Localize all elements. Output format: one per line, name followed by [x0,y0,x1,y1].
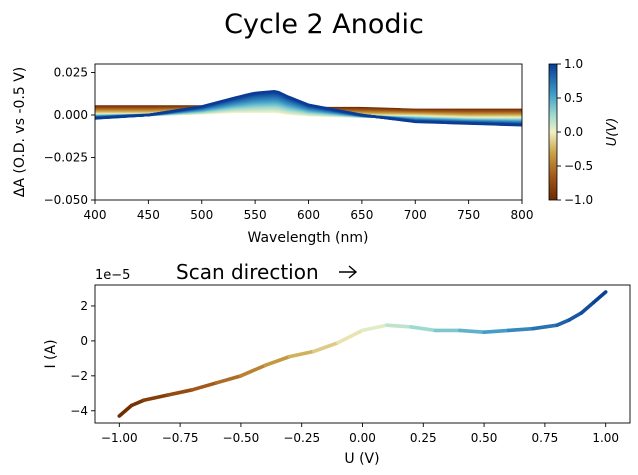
cv-y-offset-text: 1e−5 [95,268,130,283]
cv-x-tick-label: −0.25 [283,431,320,445]
spectra-x-tick-label: 650 [350,208,373,222]
cv-segment [457,328,486,334]
cv-segment [287,349,316,359]
figure-title: Cycle 2 Anodic [224,9,424,40]
cv-frame [94,284,631,424]
cv-segment [239,363,268,378]
cv-x-tick-label: −1.00 [101,431,138,445]
colorbar: −1.0 −0.5 0.0 0.5 1.0 U(V) [548,57,620,207]
spectra-x-tick-label: 500 [190,208,213,222]
cv-segment [129,398,146,408]
spectra-y-ticks: −0.050 −0.025 0.000 0.025 [44,66,95,207]
cv-segment [214,374,243,385]
cv-segment [579,300,596,315]
spectra-y-tick-label: −0.025 [44,151,88,165]
cv-y-tick-label: −2 [70,369,88,383]
colorbar-label: U(V) [605,118,620,147]
cv-segment [190,381,219,392]
cv-x-tick-label: 1.00 [592,431,619,445]
colorbar-tick-label: 0.0 [564,125,583,139]
spectra-panel: 400 450 500 550 600 650 700 750 800 −0.050 −0.025… [12,63,534,246]
spectra-y-tick-label: 0.000 [54,108,88,122]
cv-segment [360,323,389,333]
cv-segment [263,354,292,368]
spectra-frame [94,63,523,201]
cv-segment [141,393,170,403]
spectra-x-axis-label: Wavelength (nm) [248,230,369,246]
spectra-x-tick-label: 600 [297,208,320,222]
cv-y-axis-label: I (A) [43,339,59,368]
spectra-x-tick-label: 700 [404,208,427,222]
cv-y-tick-label: 0 [80,334,88,348]
cv-curve [117,290,608,418]
colorbar-tick-label: −0.5 [564,159,593,173]
cv-segment [385,323,413,329]
cv-segment [482,328,511,334]
spectra-x-tick-label: 400 [84,208,107,222]
cv-x-tick-label: −0.75 [162,431,199,445]
cv-x-axis-label: U (V) [344,451,379,467]
cv-x-tick-label: 0.00 [349,431,376,445]
cv-panel: −1.00 −0.75 −0.50 −0.25 0.00 0.25 0.50 0.75 1.00… [43,260,631,467]
cv-segment [555,318,572,327]
spectra-x-ticks: 400 450 500 550 600 650 700 750 800 [84,200,534,222]
scan-direction-arrow-icon [339,265,358,279]
spectra-x-tick-label: 550 [244,208,267,222]
colorbar-gradient [548,63,558,201]
colorbar-tick-label: 1.0 [564,57,583,71]
cv-x-ticks: −1.00 −0.75 −0.50 −0.25 0.00 0.25 0.50 0.75 1.00 [101,423,619,445]
cv-segment [117,403,134,418]
cv-segment [591,290,608,305]
spectra-y-tick-label: −0.050 [44,193,88,207]
spectra-x-tick-label: 450 [137,208,160,222]
spectra-x-tick-label: 750 [457,208,480,222]
cv-y-tick-label: −4 [70,404,88,418]
cv-segment [312,340,340,354]
colorbar-tick-label: 0.5 [564,91,583,105]
cv-x-tick-label: 0.25 [410,431,437,445]
cv-segment [166,388,195,397]
scan-direction-annotation: Scan direction [176,260,319,284]
cv-y-tick-label: 2 [80,299,88,313]
cv-segment [336,328,365,345]
colorbar-tick-label: −1.0 [564,193,593,207]
cv-y-ticks: −4 −2 0 2 [70,299,95,418]
spectra-y-tick-label: 0.025 [54,66,88,80]
cv-segment [567,311,584,322]
cv-x-tick-label: −0.50 [223,431,260,445]
cv-x-tick-label: 0.50 [471,431,498,445]
spectrum-line [95,90,522,127]
colorbar-ticks: −1.0 −0.5 0.0 0.5 1.0 [557,57,593,207]
spectra-curves [95,90,522,127]
cv-segment [530,323,559,331]
spectra-x-tick-label: 800 [511,208,534,222]
cv-segment [506,326,535,333]
cv-x-tick-label: 0.75 [532,431,559,445]
cv-segment [409,325,438,333]
spectra-y-axis-label: ΔA (O.D. vs -0.5 V) [12,67,28,197]
